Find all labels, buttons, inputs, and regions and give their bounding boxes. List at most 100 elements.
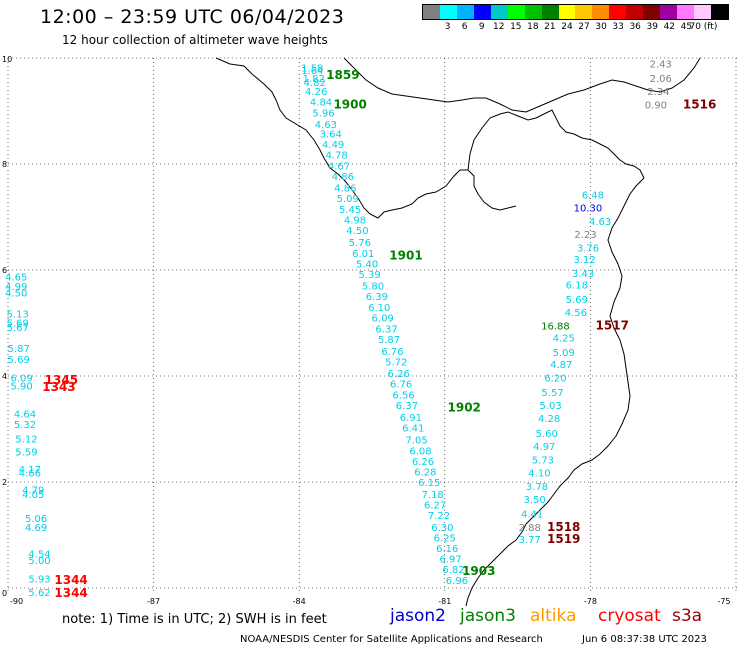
color-scale-bar xyxy=(422,4,729,20)
color-scale-label: 36 xyxy=(629,22,641,32)
wave-height-value: 4.05 xyxy=(22,490,44,501)
y-tick-label: 0 xyxy=(2,589,7,598)
y-tick-label: 10 xyxy=(2,55,12,64)
pass-time-label: 1344 xyxy=(54,573,87,587)
color-swatch xyxy=(423,5,440,19)
axis-tick-labels: -90 -87 -84 -81 -78 -75 0 2 4 6 8 10 xyxy=(2,55,731,606)
wave-height-value: 4.65 xyxy=(5,273,27,284)
wave-height-value: 6.76 xyxy=(390,380,412,391)
satellite-legend-altika: altika xyxy=(530,606,577,626)
color-swatch xyxy=(507,5,525,19)
wave-height-value: 5.87 xyxy=(378,335,400,346)
y-tick-label: 2 xyxy=(2,478,7,487)
wave-height-value: 4.63 xyxy=(315,120,337,131)
coastline-caribbean xyxy=(343,57,701,113)
wave-height-value: 4.28 xyxy=(538,414,560,425)
wave-height-value: 6.10 xyxy=(368,303,390,314)
wave-height-value: 6.25 xyxy=(434,533,456,544)
pass-time-label: 1343 xyxy=(42,380,75,394)
wave-height-value: 6.26 xyxy=(388,369,410,380)
map-grid xyxy=(7,57,738,594)
x-tick-label: -81 xyxy=(438,597,451,606)
wave-height-value: 6.48 xyxy=(582,190,604,201)
wave-height-value: 6.16 xyxy=(436,544,458,555)
wave-height-value: 5.69 xyxy=(566,295,588,306)
wave-height-value: 5.13 xyxy=(7,310,29,321)
wave-height-value: 1.64 xyxy=(301,66,323,77)
wave-height-value: 4.17 xyxy=(19,465,41,476)
color-scale-label: 18 xyxy=(527,22,539,32)
wave-height-value: 5.67 xyxy=(7,323,29,334)
wave-height-value: 6.96 xyxy=(446,576,468,587)
wave-height-value: 6.56 xyxy=(392,390,414,401)
color-scale-label: 45 xyxy=(680,22,693,32)
wave-height-value: 16.88 xyxy=(541,321,570,332)
wave-height-value: 4.50 xyxy=(5,289,27,300)
wave-height-value: 6.27 xyxy=(424,501,446,512)
wave-height-value: 6.97 xyxy=(439,555,461,566)
color-swatch xyxy=(660,5,678,19)
pass-time-label: 1518 xyxy=(547,520,580,534)
wave-height-value: 6.09 xyxy=(372,313,394,324)
pass-time-label: 1519 xyxy=(547,532,580,546)
pass-time-label: 1901 xyxy=(389,248,422,262)
wave-height-value: 5.45 xyxy=(339,205,361,216)
color-swatch xyxy=(710,5,728,19)
wave-height-value: 2.43 xyxy=(650,60,672,71)
wave-height-value: 5.60 xyxy=(536,429,558,440)
wave-height-value: 0.90 xyxy=(645,100,667,111)
units-note: note: 1) Time is in UTC; 2) SWH is in fe… xyxy=(62,612,327,627)
wave-height-value: 3.43 xyxy=(572,269,594,280)
satellite-legend-s3a: s3a xyxy=(672,606,703,626)
wave-height-value: 6.30 xyxy=(431,523,453,534)
wave-height-value: 5.39 xyxy=(358,270,380,281)
color-swatch xyxy=(626,5,644,19)
color-swatch xyxy=(694,5,711,19)
wave-height-value: 4.56 xyxy=(565,308,587,319)
color-swatch xyxy=(643,5,661,19)
wave-height-value: 2.06 xyxy=(650,74,672,85)
wave-height-value: 1.58 xyxy=(301,63,323,74)
color-swatch xyxy=(524,5,542,19)
wave-height-value: 5.59 xyxy=(15,448,37,459)
wave-height-value: 5.93 xyxy=(28,575,50,586)
wave-height-value: 3.77 xyxy=(519,535,541,546)
wave-height-value: 5.09 xyxy=(337,194,359,205)
wave-height-value: 6.91 xyxy=(400,413,422,424)
wave-height-value: 4.78 xyxy=(325,151,347,162)
wave-height-value: 6.37 xyxy=(375,325,397,336)
color-scale-label: 21 xyxy=(544,22,556,32)
wave-height-value: 5.76 xyxy=(349,238,371,249)
color-scale-label: 24 xyxy=(561,22,573,32)
pass-time-label: 1344 xyxy=(54,586,87,600)
coastline-colombia-pacific xyxy=(477,177,645,579)
wave-height-value: 6.08 xyxy=(409,446,431,457)
wave-height-value: 2.88 xyxy=(519,523,541,534)
wave-height-value: 2.34 xyxy=(647,87,669,98)
y-tick-label: 4 xyxy=(2,372,7,381)
pass-time-label: 1516 xyxy=(683,97,716,111)
x-tick-label: -87 xyxy=(147,597,160,606)
page-subtitle: 12 hour collection of altimeter wave hei… xyxy=(62,33,328,47)
pass-time-label: 1345 xyxy=(45,373,78,387)
wave-height-value: 5.62 xyxy=(28,588,50,599)
wave-height-value: 5.87 xyxy=(8,344,30,355)
wave-height-value: 5.00 xyxy=(28,556,50,567)
wave-height-value: 3.12 xyxy=(573,255,595,266)
wave-height-value: 4.98 xyxy=(344,215,366,226)
wave-height-value: 5.40 xyxy=(356,259,378,270)
wave-height-value: 6.09 xyxy=(10,373,32,384)
wave-height-value: 5.73 xyxy=(532,455,554,466)
coastline xyxy=(215,57,701,607)
x-tick-label: -78 xyxy=(584,597,597,606)
wave-height-value: 4.26 xyxy=(305,87,327,98)
x-tick-label: -84 xyxy=(293,597,306,606)
wave-height-value: 3.50 xyxy=(523,495,545,506)
satellite-legend-jason3: jason3 xyxy=(460,606,516,626)
wave-height-value: 4.86 xyxy=(332,172,354,183)
wave-height-value: 4.25 xyxy=(553,334,575,345)
color-scale-label: 70 (ft) xyxy=(689,22,718,32)
coastline-panama-gulf xyxy=(467,109,645,179)
